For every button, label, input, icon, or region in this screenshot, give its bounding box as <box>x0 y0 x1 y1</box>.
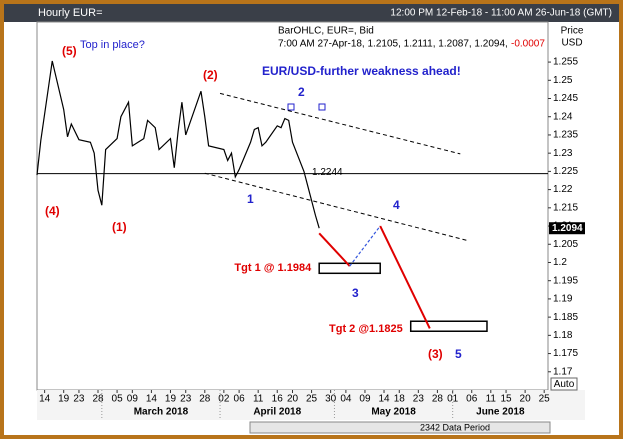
x-tick-label: 28 <box>199 394 211 405</box>
change-value: -0.0007 <box>511 39 545 50</box>
x-tick-label: 04 <box>340 394 352 405</box>
y-tick-label: 1.18 <box>553 330 573 341</box>
annotation: (5) <box>62 44 77 58</box>
x-tick-label: 20 <box>287 394 299 405</box>
y-tick-label: 1.205 <box>553 239 578 250</box>
x-tick-label: 09 <box>359 394 371 405</box>
x-tick-label: 11 <box>253 394 264 405</box>
x-tick-label: 11 <box>486 394 497 405</box>
projection-line <box>379 225 431 329</box>
x-tick-label: 14 <box>39 394 51 405</box>
x-tick-label: 16 <box>272 394 284 405</box>
annotation: EUR/USD-further weakness ahead! <box>262 64 461 78</box>
window-title: Hourly EUR= <box>38 7 103 19</box>
annotation: 5 <box>455 347 462 361</box>
y-tick-label: 1.19 <box>553 294 573 305</box>
marker-square <box>287 103 295 111</box>
marker-square <box>318 103 326 111</box>
annotation: 4 <box>393 198 400 212</box>
y-tick-label: 1.24 <box>553 111 573 122</box>
annotation: (1) <box>112 220 127 234</box>
x-tick-label: 05 <box>112 394 124 405</box>
last-value-box <box>549 222 585 235</box>
annotation: 3 <box>352 286 359 300</box>
last-value-label: 1.2094 <box>552 223 583 234</box>
auto-label[interactable]: Auto <box>554 379 575 390</box>
month-label: April 2018 <box>253 407 301 418</box>
projection-line <box>349 225 381 267</box>
x-tick-label: 15 <box>500 394 512 405</box>
annotation: (2) <box>203 68 218 82</box>
x-tick-label: 09 <box>127 394 139 405</box>
y-axis-label: Price <box>561 26 584 37</box>
projection-line <box>318 232 351 267</box>
date-range: 12:00 PM 12-Feb-18 - 11:00 AM 26-Jun-18 … <box>390 8 612 19</box>
x-tick-label: 02 <box>218 394 230 405</box>
x-tick-label: 23 <box>180 394 192 405</box>
annotation: 1 <box>247 192 254 206</box>
y-tick-label: 1.235 <box>553 130 578 141</box>
month-label: May 2018 <box>371 407 416 418</box>
target-box <box>318 262 381 275</box>
month-label: June 2018 <box>476 407 525 418</box>
target-box <box>409 320 488 332</box>
x-tick-label: 19 <box>165 394 177 405</box>
x-tick-label: 23 <box>413 394 425 405</box>
y-tick-label: 1.175 <box>553 348 578 359</box>
y-axis-label: USD <box>561 38 582 49</box>
annotation: (3) <box>428 347 443 361</box>
x-tick-label: 25 <box>539 394 551 405</box>
info-values: 7:00 AM 27-Apr-18, 1.2105, 1.2111, 1.208… <box>278 39 508 50</box>
x-tick-label: 14 <box>378 394 390 405</box>
title-bar <box>4 4 619 22</box>
x-tick-label: 18 <box>394 394 406 405</box>
time-axis-area <box>37 390 585 420</box>
target-label: Tgt 1 @ 1.1984 <box>234 262 312 274</box>
annotation: 2 <box>298 85 305 99</box>
auto-button[interactable] <box>550 377 578 391</box>
x-tick-label: 28 <box>92 394 104 405</box>
trendline <box>219 92 461 155</box>
x-tick-label: 14 <box>146 394 158 405</box>
reference-label: 1.2244 <box>312 167 343 178</box>
x-tick-label: 20 <box>520 394 532 405</box>
x-tick-label: 28 <box>432 394 444 405</box>
annotation: Top in place? <box>80 39 145 51</box>
y-tick-label: 1.23 <box>553 148 573 159</box>
y-tick-label: 1.255 <box>553 57 578 68</box>
trendline <box>204 172 469 242</box>
y-tick-label: 1.185 <box>553 312 578 323</box>
y-tick-label: 1.2 <box>553 257 567 268</box>
x-tick-label: 25 <box>306 394 318 405</box>
footer-bar <box>249 421 551 434</box>
x-tick-label: 23 <box>73 394 85 405</box>
x-tick-label: 06 <box>466 394 478 405</box>
y-tick-label: 1.17 <box>553 366 573 377</box>
info-line: BarOHLC, EUR=, Bid <box>278 26 374 37</box>
y-tick-label: 1.215 <box>553 202 578 213</box>
price-line <box>36 60 320 229</box>
annotation: (4) <box>45 204 60 218</box>
y-tick-label: 1.245 <box>553 93 578 104</box>
y-tick-label: 1.25 <box>553 75 573 86</box>
x-tick-label: 19 <box>58 394 70 405</box>
x-tick-label: 06 <box>234 394 246 405</box>
y-tick-label: 1.22 <box>553 184 573 195</box>
target-label: Tgt 2 @1.1825 <box>329 323 403 335</box>
footer-label: 2342 Data Period <box>420 422 490 432</box>
x-tick-label: 30 <box>325 394 337 405</box>
y-tick-label: 1.195 <box>553 275 578 286</box>
month-label: March 2018 <box>134 407 189 418</box>
y-tick-label: 1.225 <box>553 166 578 177</box>
